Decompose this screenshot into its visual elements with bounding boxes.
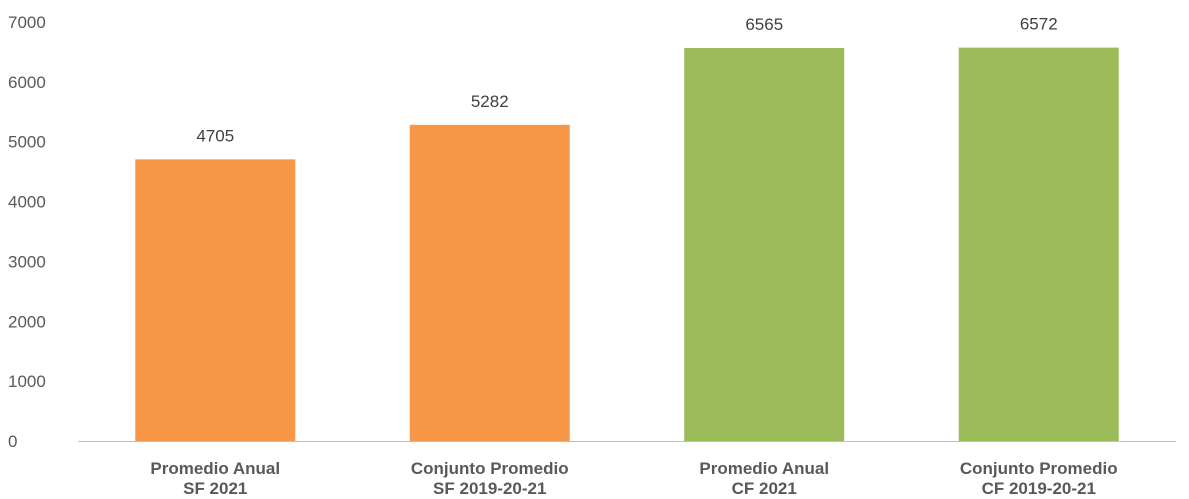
bar: [958, 47, 1119, 441]
bars: [135, 47, 1119, 442]
bar: [135, 159, 296, 442]
y-tick-label: 6000: [8, 73, 46, 92]
data-label: 5282: [471, 92, 509, 111]
data-labels: 4705 5282 6565 6572: [196, 15, 1057, 146]
x-tick-label: Promedio Anual: [699, 459, 829, 478]
data-label: 6572: [1020, 15, 1058, 34]
bar: [684, 48, 845, 442]
bar: [409, 124, 570, 442]
x-tick-label: SF 2019-20-21: [433, 479, 546, 498]
y-tick-label: 1000: [8, 372, 46, 391]
x-tick-label: CF 2021: [732, 479, 797, 498]
data-label: 4705: [196, 126, 234, 145]
y-tick-label: 5000: [8, 133, 46, 152]
data-label: 6565: [745, 15, 783, 34]
x-tick-label: Conjunto Promedio: [960, 459, 1118, 478]
y-axis-ticks: 0 1000 2000 3000 4000 5000 6000 7000: [8, 13, 46, 451]
x-tick-label: Conjunto Promedio: [411, 459, 569, 478]
y-tick-label: 3000: [8, 252, 46, 271]
y-tick-label: 2000: [8, 312, 46, 331]
y-tick-label: 7000: [8, 13, 46, 32]
x-tick-label: Promedio Anual: [150, 459, 280, 478]
y-tick-label: 0: [8, 432, 17, 451]
y-tick-label: 4000: [8, 193, 46, 212]
x-tick-label: SF 2021: [183, 479, 247, 498]
x-tick-label: CF 2019-20-21: [982, 479, 1096, 498]
